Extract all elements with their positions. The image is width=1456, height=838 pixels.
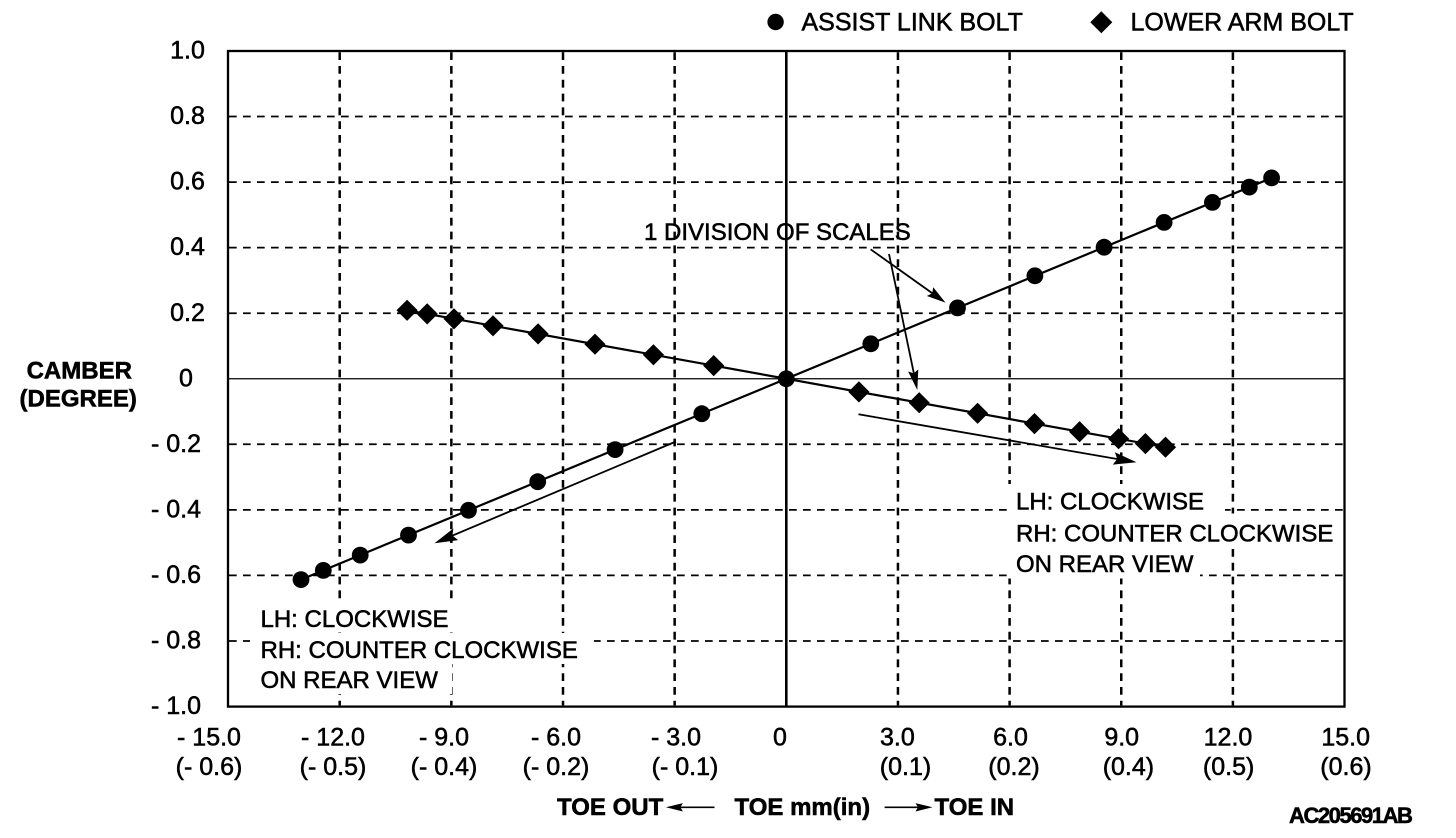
svg-text:AC205691AB: AC205691AB [1289, 803, 1412, 828]
svg-text:- 0.4: - 0.4 [151, 496, 201, 524]
svg-text:12.0: 12.0 [1204, 724, 1253, 752]
svg-text:(- 0.6): (- 0.6) [176, 753, 243, 781]
svg-text:- 9.0: - 9.0 [419, 724, 469, 752]
svg-text:(DEGREE): (DEGREE) [20, 386, 137, 413]
svg-text:CAMBER: CAMBER [27, 358, 132, 385]
svg-text:0.6: 0.6 [170, 168, 205, 196]
svg-text:- 0.8: - 0.8 [151, 627, 201, 655]
svg-text:6.0: 6.0 [993, 724, 1028, 752]
svg-text:9.0: 9.0 [1104, 724, 1139, 752]
svg-text:TOE IN: TOE IN [935, 794, 1015, 821]
svg-text:TOE OUT: TOE OUT [557, 794, 664, 821]
svg-text:1.0: 1.0 [170, 37, 205, 65]
svg-text:RH: COUNTER CLOCKWISE: RH: COUNTER CLOCKWISE [261, 637, 578, 664]
svg-text:- 12.0: - 12.0 [301, 724, 365, 752]
svg-text:(0.6): (0.6) [1320, 753, 1371, 781]
svg-text:TOE mm(in): TOE mm(in) [735, 794, 871, 821]
svg-text:LOWER ARM BOLT: LOWER ARM BOLT [1131, 9, 1354, 37]
svg-text:- 0.6: - 0.6 [151, 561, 201, 589]
svg-text:0: 0 [179, 364, 193, 392]
svg-text:15.0: 15.0 [1321, 724, 1370, 752]
svg-text:LH: CLOCKWISE: LH: CLOCKWISE [1016, 489, 1204, 516]
svg-text:(- 0.2): (- 0.2) [523, 753, 590, 781]
svg-text:0.8: 0.8 [170, 102, 205, 130]
svg-text:(0.2): (0.2) [988, 753, 1039, 781]
svg-text:- 0.2: - 0.2 [151, 430, 201, 458]
svg-text:- 15.0: - 15.0 [177, 724, 241, 752]
svg-text:RH: COUNTER CLOCKWISE: RH: COUNTER CLOCKWISE [1016, 521, 1333, 548]
svg-text:0.4: 0.4 [170, 233, 205, 261]
svg-text:- 1.0: - 1.0 [151, 692, 201, 720]
svg-text:- 6.0: - 6.0 [531, 724, 581, 752]
svg-text:ON REAR VIEW: ON REAR VIEW [261, 667, 439, 694]
svg-text:- 3.0: - 3.0 [651, 724, 701, 752]
svg-text:LH: CLOCKWISE: LH: CLOCKWISE [261, 606, 449, 633]
svg-text:(- 0.1): (- 0.1) [652, 753, 719, 781]
svg-text:1 DIVISION OF SCALES: 1 DIVISION OF SCALES [644, 219, 911, 246]
svg-text:0.2: 0.2 [170, 299, 205, 327]
svg-text:(- 0.5): (- 0.5) [300, 753, 367, 781]
svg-text:ASSIST LINK BOLT: ASSIST LINK BOLT [802, 9, 1023, 37]
svg-text:(0.1): (0.1) [880, 753, 931, 781]
svg-text:(- 0.4): (- 0.4) [411, 753, 478, 781]
svg-text:3.0: 3.0 [880, 724, 915, 752]
svg-text:(0.4): (0.4) [1103, 753, 1154, 781]
svg-text:0: 0 [773, 724, 787, 752]
svg-text:ON REAR VIEW: ON REAR VIEW [1016, 551, 1194, 578]
svg-text:(0.5): (0.5) [1203, 753, 1254, 781]
